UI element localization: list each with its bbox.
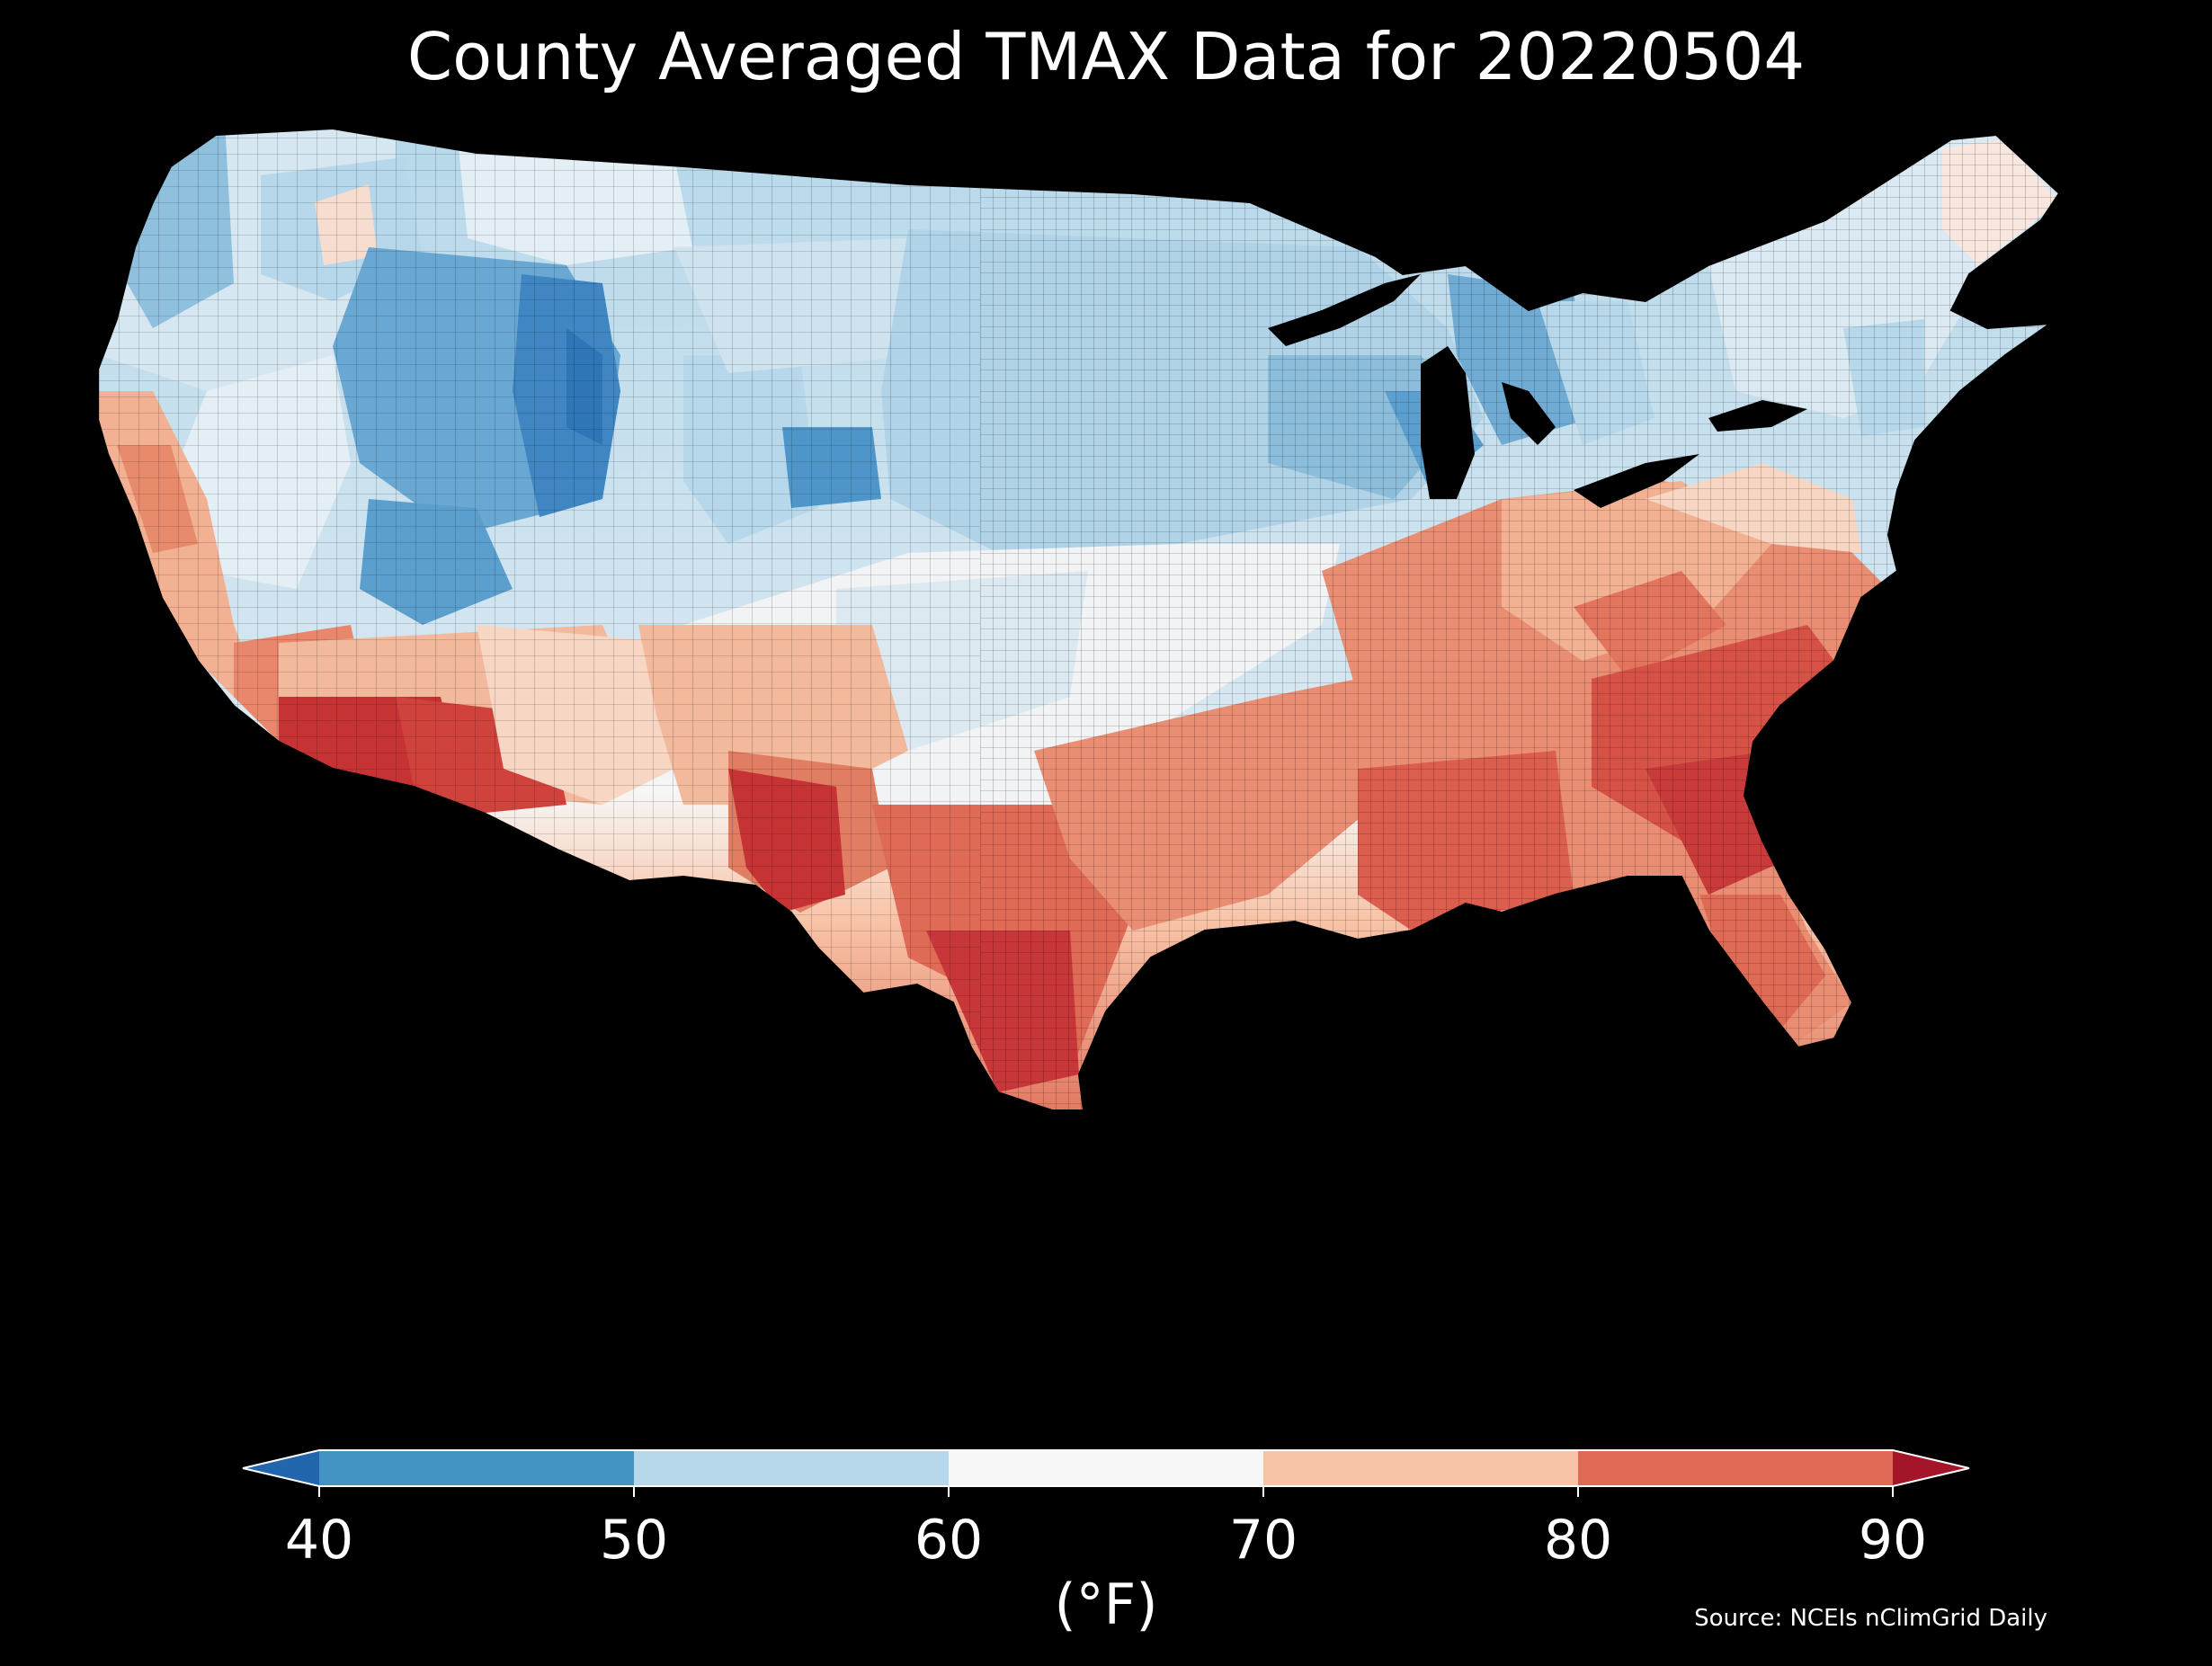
colorbar-tick-label: 40 [284,1509,354,1572]
colorbar-bin [949,1450,1263,1486]
colorbar-svg [242,1449,1970,1497]
us-outline [99,127,2061,1111]
colorbar-tick-label: 50 [599,1509,669,1572]
colorbar [238,1443,1974,1533]
map-title: County Averaged TMAX Data for 20220504 [406,19,1806,94]
colorbar-tick-label: 60 [914,1509,984,1572]
source-credit: Source: NCEIs nClimGrid Daily [1694,1605,2047,1632]
colorbar-extend-high [1893,1450,1969,1486]
colorbar-bin [319,1450,634,1486]
colorbar-tick-label: 80 [1543,1509,1613,1572]
great-lakes [1268,274,1807,508]
colorbar-tick-label: 90 [1858,1509,1928,1572]
us-county-map [99,127,2061,1111]
colorbar-bin [1578,1450,1893,1486]
colorbar-unit-label: (°F) [1054,1572,1158,1637]
colorbar-extend-low [243,1450,319,1486]
colorbar-tick-label: 70 [1228,1509,1298,1572]
colorbar-bin [634,1450,949,1486]
county-borders [99,129,2059,1110]
colorbar-bin [1263,1450,1578,1486]
choropleth-map [99,121,2122,1407]
